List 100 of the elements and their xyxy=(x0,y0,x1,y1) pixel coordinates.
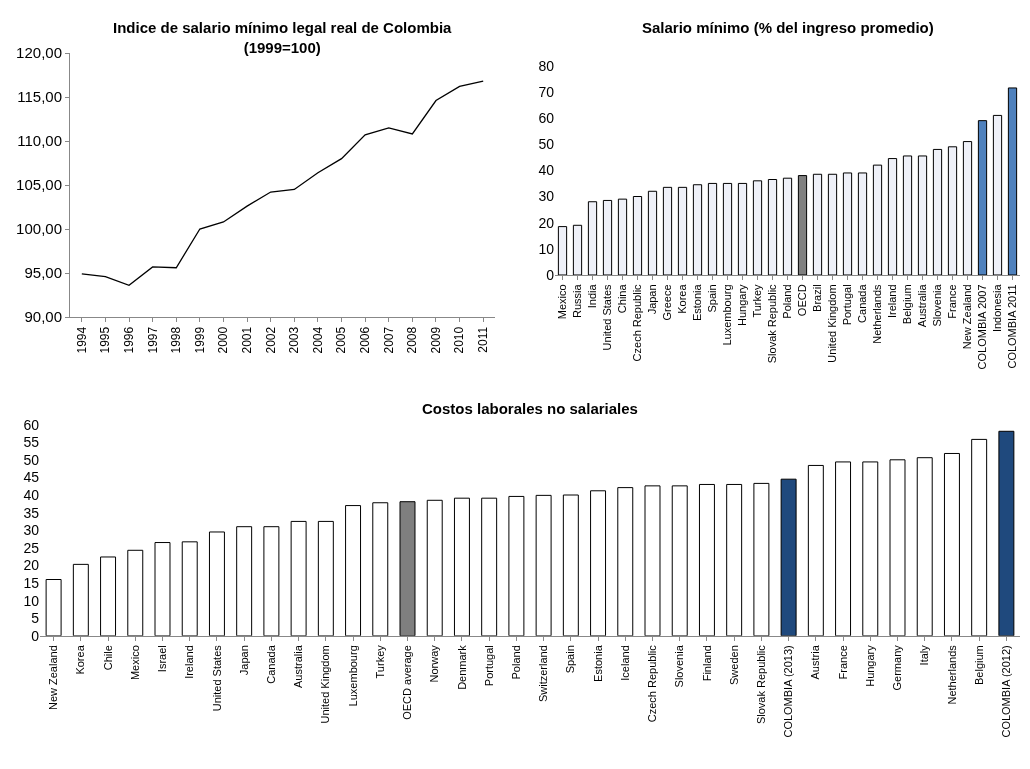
bar xyxy=(263,526,280,636)
bar xyxy=(481,497,498,636)
y-tick-label: 0 xyxy=(546,266,555,283)
x-tick-label: 2000 xyxy=(216,326,231,354)
bar xyxy=(587,201,598,275)
x-tick-label: France xyxy=(946,284,959,319)
bar xyxy=(916,457,933,636)
bar xyxy=(632,196,643,275)
bar xyxy=(345,505,362,636)
x-tick-label: Japan xyxy=(646,284,659,315)
y-tick-label: 30 xyxy=(23,522,40,539)
x-tick-label: Netherlands xyxy=(945,644,958,705)
x-tick-label: Estonia xyxy=(691,283,704,322)
bar xyxy=(947,146,958,275)
x-tick-label: Poland xyxy=(509,645,522,680)
x-tick-label: Czech Republic xyxy=(631,283,644,362)
y-tick-label: 20 xyxy=(538,214,555,231)
y-tick-label: 10 xyxy=(23,592,40,609)
x-tick-label: Switzerland xyxy=(537,645,550,703)
bar xyxy=(782,177,793,275)
x-tick-label: Ireland xyxy=(886,284,899,319)
bar xyxy=(317,520,334,636)
x-tick-label: Australia xyxy=(916,283,929,328)
x-tick-label: Hungary xyxy=(863,644,876,687)
bar xyxy=(508,495,525,636)
x-tick-label: 1994 xyxy=(74,326,89,354)
bar xyxy=(992,114,1003,275)
bar xyxy=(943,452,960,636)
x-tick-label: Japan xyxy=(237,645,250,676)
x-tick-label: Greece xyxy=(661,284,674,321)
bar xyxy=(827,173,838,275)
y-tick-label: 115,00 xyxy=(17,88,62,106)
bar xyxy=(932,148,943,275)
bar xyxy=(737,182,748,275)
x-tick-label: Italy xyxy=(918,644,931,666)
x-tick-label: 2002 xyxy=(263,326,278,354)
x-tick-label: Hungary xyxy=(736,283,749,326)
x-tick-label: Korea xyxy=(74,644,87,675)
y-tick-label: 5 xyxy=(31,610,40,627)
chart-title: Indice de salario mínimo legal real de Colombia (1999=100) xyxy=(113,19,453,56)
bar xyxy=(602,199,613,275)
bar xyxy=(647,190,658,275)
y-tick-label: 60 xyxy=(538,109,555,126)
chart-title: Costos laborales no salariales xyxy=(422,400,638,417)
x-tick-label: United States xyxy=(210,644,223,712)
y-tick-label: 30 xyxy=(538,188,555,205)
x-tick-label: 1995 xyxy=(98,326,113,354)
x-tick-label: Ireland xyxy=(183,645,196,679)
x-tick-label: Estonia xyxy=(591,644,604,682)
x-tick-label: Slovak Republic xyxy=(766,283,779,364)
x-tick-label: China xyxy=(616,283,629,314)
bar xyxy=(726,483,743,636)
line-series xyxy=(81,80,484,287)
bar xyxy=(887,158,898,275)
y-tick-label: 50 xyxy=(23,451,40,468)
x-tick-label: 2008 xyxy=(405,326,420,354)
x-tick-label: 2010 xyxy=(452,326,467,354)
x-tick-label: Turkey xyxy=(373,644,386,679)
bar xyxy=(971,438,988,636)
y-tick-label: 45 xyxy=(23,469,40,486)
x-tick-label: 2011 xyxy=(476,326,491,353)
x-tick-label: 1999 xyxy=(192,326,207,354)
bar xyxy=(662,186,673,275)
x-tick-label: Czech Republic xyxy=(646,644,659,723)
y-tick-label: 90,00 xyxy=(24,308,62,326)
bar xyxy=(812,173,823,275)
y-tick-label: 25 xyxy=(23,539,40,556)
x-tick-label: Norway xyxy=(428,644,441,683)
y-tick-label: 35 xyxy=(23,504,40,521)
x-tick-label: 2005 xyxy=(334,326,349,354)
bar xyxy=(977,120,988,275)
x-tick-label: Portugal xyxy=(841,284,854,326)
bar xyxy=(998,430,1015,636)
bar xyxy=(535,494,552,636)
y-tick-label: 105,00 xyxy=(16,176,62,194)
y-tick-label: 60 xyxy=(23,416,40,433)
y-tick-label: 15 xyxy=(23,574,40,591)
bar xyxy=(562,494,579,636)
bar xyxy=(962,141,973,275)
x-tick-label: Sweden xyxy=(727,645,740,685)
bar xyxy=(181,541,198,636)
x-tick-label: Spain xyxy=(564,645,577,674)
bar xyxy=(100,556,117,636)
y-tick-label: 10 xyxy=(538,240,555,257)
bar xyxy=(692,184,703,275)
bar xyxy=(857,172,868,275)
x-tick-label: Russia xyxy=(571,283,584,319)
x-tick-label: 2003 xyxy=(287,326,302,354)
bar xyxy=(722,182,733,275)
x-tick-label: OECD average xyxy=(401,645,414,720)
x-tick-label: Mexico xyxy=(128,645,141,681)
x-tick-label: United Kingdom xyxy=(826,284,839,363)
x-tick-label: New Zealand xyxy=(961,284,974,350)
x-tick-label: Germany xyxy=(891,644,904,691)
x-tick-label: COLOMBIA 2007 xyxy=(976,284,989,370)
bar xyxy=(72,563,89,636)
x-tick-label: Indonesia xyxy=(991,283,1004,333)
x-tick-label: Poland xyxy=(781,284,794,319)
x-tick-label: Brazil xyxy=(811,284,824,312)
y-tick-label: 80 xyxy=(538,57,555,74)
